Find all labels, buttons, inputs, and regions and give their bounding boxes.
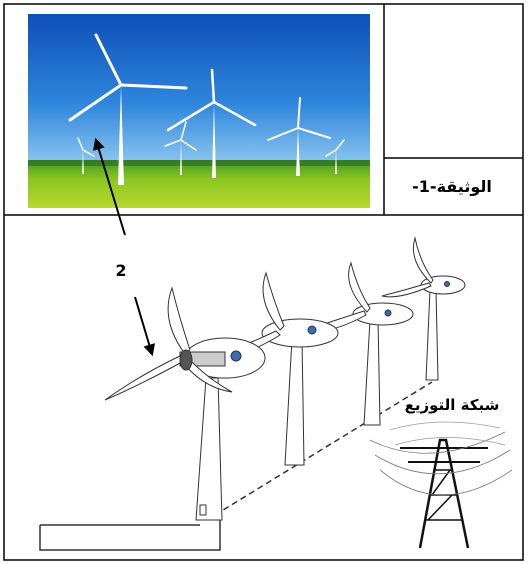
- wind-farm-photo: [28, 14, 370, 208]
- turbine-diagram: [40, 238, 465, 550]
- shape-path: [420, 440, 468, 548]
- arrow-down: [135, 297, 152, 354]
- shape-circle: [231, 351, 241, 361]
- grid-label: شبكة التوزيع: [405, 396, 500, 414]
- shape-rect: [28, 160, 370, 166]
- shape-path: [263, 273, 284, 330]
- shape-circle: [308, 326, 316, 334]
- shape-path: [215, 382, 432, 515]
- shape-ellipse: [180, 350, 192, 370]
- document-figure: الوثيقة-1- 2: [0, 0, 528, 564]
- shape-rect: [28, 160, 370, 208]
- shape-path: [400, 448, 488, 462]
- shape-circle: [385, 310, 391, 316]
- shape-path: [349, 263, 370, 312]
- shape-rect: [200, 505, 206, 515]
- document-label: الوثيقة-1-: [412, 177, 492, 196]
- shape-path: [168, 288, 190, 354]
- shape-path: [105, 356, 182, 400]
- power-pylon: [370, 422, 512, 548]
- page: {"document": {"label": "الوثيقة-1-", "ar…: [0, 0, 528, 564]
- shape-circle: [445, 282, 450, 287]
- arrow-number: 2: [115, 261, 126, 280]
- shape-path: [40, 517, 220, 550]
- shape-path: [413, 238, 433, 283]
- shape-path: [196, 378, 222, 520]
- shape-path: [382, 283, 431, 297]
- shape-path: [285, 338, 304, 465]
- shape-path: [364, 320, 380, 425]
- shape-path: [426, 290, 438, 380]
